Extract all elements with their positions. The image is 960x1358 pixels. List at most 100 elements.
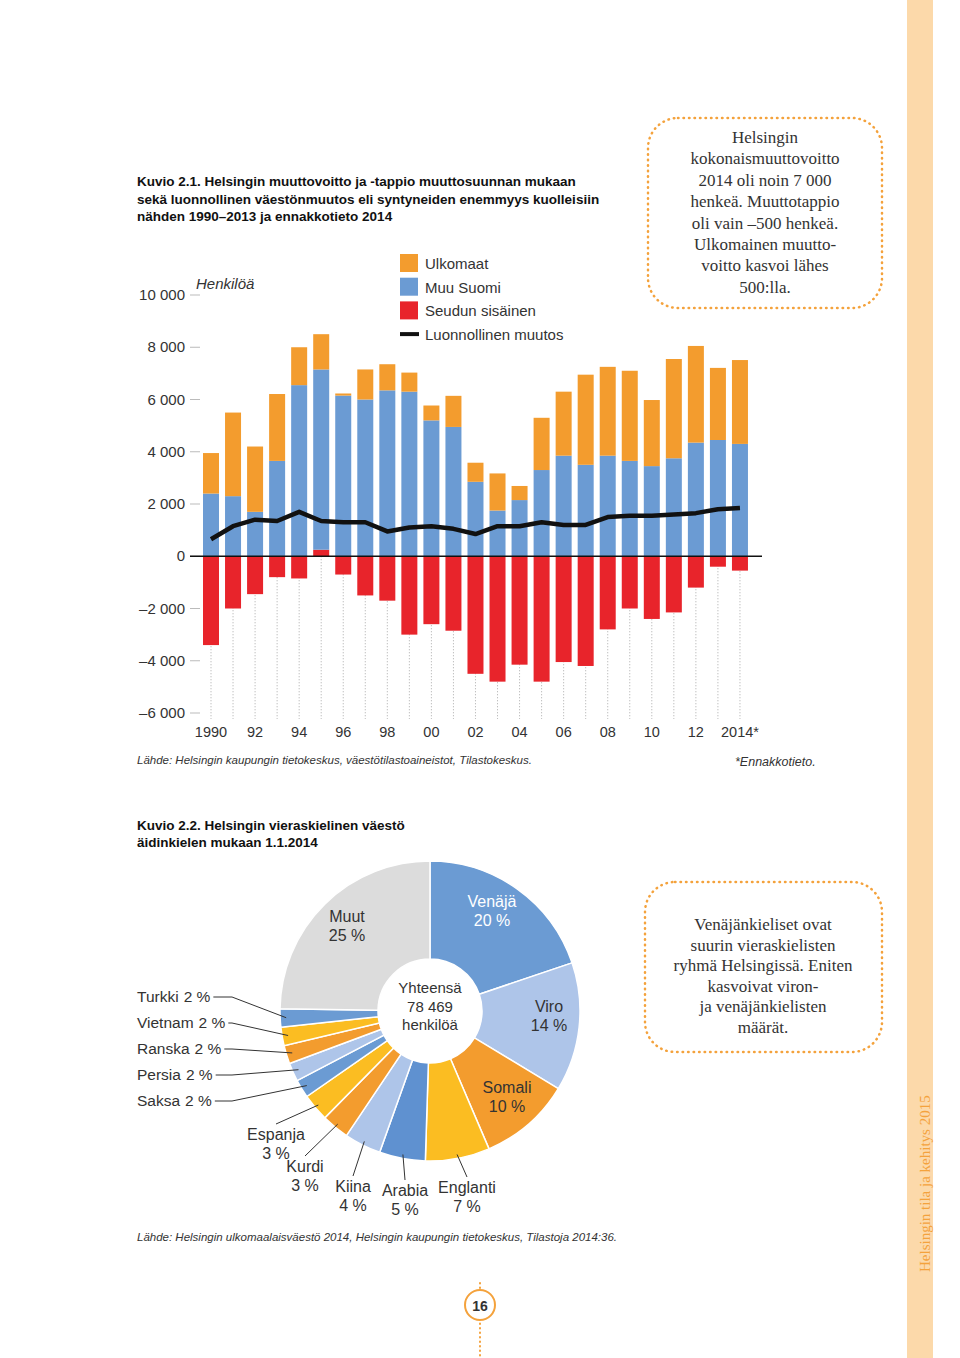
bar — [622, 371, 638, 461]
leader-line — [457, 1154, 467, 1177]
x-tick-label: 08 — [600, 724, 616, 740]
bar — [512, 486, 528, 500]
pie-slice — [280, 1009, 378, 1028]
chart-title: äidinkielen mukaan 1.1.2014 — [137, 835, 318, 850]
bar — [445, 556, 461, 630]
legend-swatch — [400, 301, 418, 319]
bar — [203, 494, 219, 557]
legend-label: Luonnollinen muutos — [425, 326, 563, 343]
legend-swatch — [400, 332, 419, 336]
chart-2: Kuvio 2.2. Helsingin vieraskielinen väes… — [137, 818, 882, 1243]
slice-value: 20 % — [474, 912, 510, 929]
slice-value: 7 % — [453, 1198, 481, 1215]
y-tick — [190, 451, 200, 452]
y-tick — [190, 504, 200, 505]
bar — [247, 556, 263, 594]
bar — [666, 458, 682, 556]
bar — [247, 447, 263, 512]
slice-value: 4 % — [339, 1197, 367, 1214]
bar — [732, 360, 748, 444]
bar — [600, 556, 616, 629]
bar — [732, 556, 748, 570]
leader-line — [228, 1023, 288, 1036]
x-tick-label: 10 — [644, 724, 660, 740]
bar — [467, 482, 483, 556]
category-guide — [277, 556, 278, 719]
bar — [291, 347, 307, 385]
chart-title: Kuvio 2.1. Helsingin muuttovoitto ja -ta… — [137, 174, 576, 189]
y-tick — [190, 295, 200, 296]
x-tick-label: 98 — [379, 724, 395, 740]
slice-value: 2 % — [199, 1014, 226, 1031]
center-label: Yhteensä — [398, 979, 462, 996]
bar — [423, 420, 439, 556]
category-guide — [739, 556, 740, 719]
bar — [225, 413, 241, 497]
bar — [467, 556, 483, 674]
bar — [578, 465, 594, 556]
y-tick-label: –4 000 — [139, 652, 185, 669]
slice-label: Arabia — [382, 1182, 428, 1199]
bar — [401, 556, 417, 634]
slice-label: Vietnam — [137, 1014, 194, 1031]
callout-text: Helsingin — [732, 128, 799, 147]
bar — [622, 461, 638, 556]
x-tick-label: 02 — [467, 724, 483, 740]
x-tick-label: 94 — [291, 724, 307, 740]
y-tick — [190, 347, 200, 348]
footnote: *Ennakkotieto. — [735, 755, 816, 769]
slice-value: 3 % — [291, 1177, 319, 1194]
bar — [688, 443, 704, 557]
bar — [203, 453, 219, 493]
y-tick — [190, 608, 200, 609]
callout-text: 2014 oli noin 7 000 — [698, 171, 831, 190]
leader-line — [305, 1124, 338, 1156]
bar — [688, 346, 704, 443]
chart-title: nähden 1990–2013 ja ennakkotieto 2014 — [137, 209, 393, 224]
slice-label: Kurdi — [286, 1158, 323, 1175]
callout-text: ja venäjänkielisten — [699, 997, 827, 1016]
slice-label: Ranska — [137, 1040, 190, 1057]
slice-label: Kiina — [335, 1178, 371, 1195]
bar — [534, 556, 550, 681]
bar — [600, 456, 616, 557]
source: Lähde: Helsingin ulkomaalaisväestö 2014,… — [137, 1231, 617, 1243]
bar — [269, 394, 285, 461]
callout-text: määrät. — [738, 1018, 789, 1037]
x-tick-label: 04 — [511, 724, 527, 740]
legend-label: Ulkomaat — [425, 255, 489, 272]
slice-value: 2 % — [185, 1092, 212, 1109]
y-tick — [190, 713, 200, 714]
bar — [357, 369, 373, 399]
legend-swatch — [400, 254, 418, 272]
page-number: 16 — [472, 1298, 488, 1314]
center-label: henkilöä — [402, 1016, 459, 1033]
leader-line — [215, 1086, 307, 1101]
category-guide — [717, 556, 718, 719]
callout-text: Ulkomainen muutto- — [694, 235, 836, 254]
y-tick-label: –2 000 — [139, 600, 185, 617]
slice-value: 25 % — [329, 927, 365, 944]
center-label: 78 469 — [407, 998, 453, 1015]
side-band — [907, 0, 933, 1358]
slices — [280, 861, 580, 1161]
x-tick-label: 12 — [688, 724, 704, 740]
bar — [490, 473, 506, 510]
bar — [556, 392, 572, 456]
axis-label: Henkilöä — [196, 275, 254, 292]
slice-value: 2 % — [186, 1066, 213, 1083]
bar — [490, 556, 506, 681]
slice-label: Muut — [329, 908, 365, 925]
y-tick-label: 8 000 — [147, 338, 185, 355]
side-text: Helsingin tila ja kehitys 2015 — [917, 1095, 933, 1272]
chart-1: Kuvio 2.1. Helsingin muuttovoitto ja -ta… — [137, 118, 882, 769]
bar — [335, 393, 351, 395]
slice-label: Espanja — [247, 1126, 305, 1143]
callout-text: Venäjänkieliset ovat — [694, 915, 832, 934]
callout-text: henkeä. Muuttotappio — [690, 192, 839, 211]
y-tick — [190, 399, 200, 400]
y-tick-label: 6 000 — [147, 391, 185, 408]
bar — [666, 556, 682, 612]
callout-text: 500:lla. — [739, 278, 790, 297]
x-tick-label: 92 — [247, 724, 263, 740]
